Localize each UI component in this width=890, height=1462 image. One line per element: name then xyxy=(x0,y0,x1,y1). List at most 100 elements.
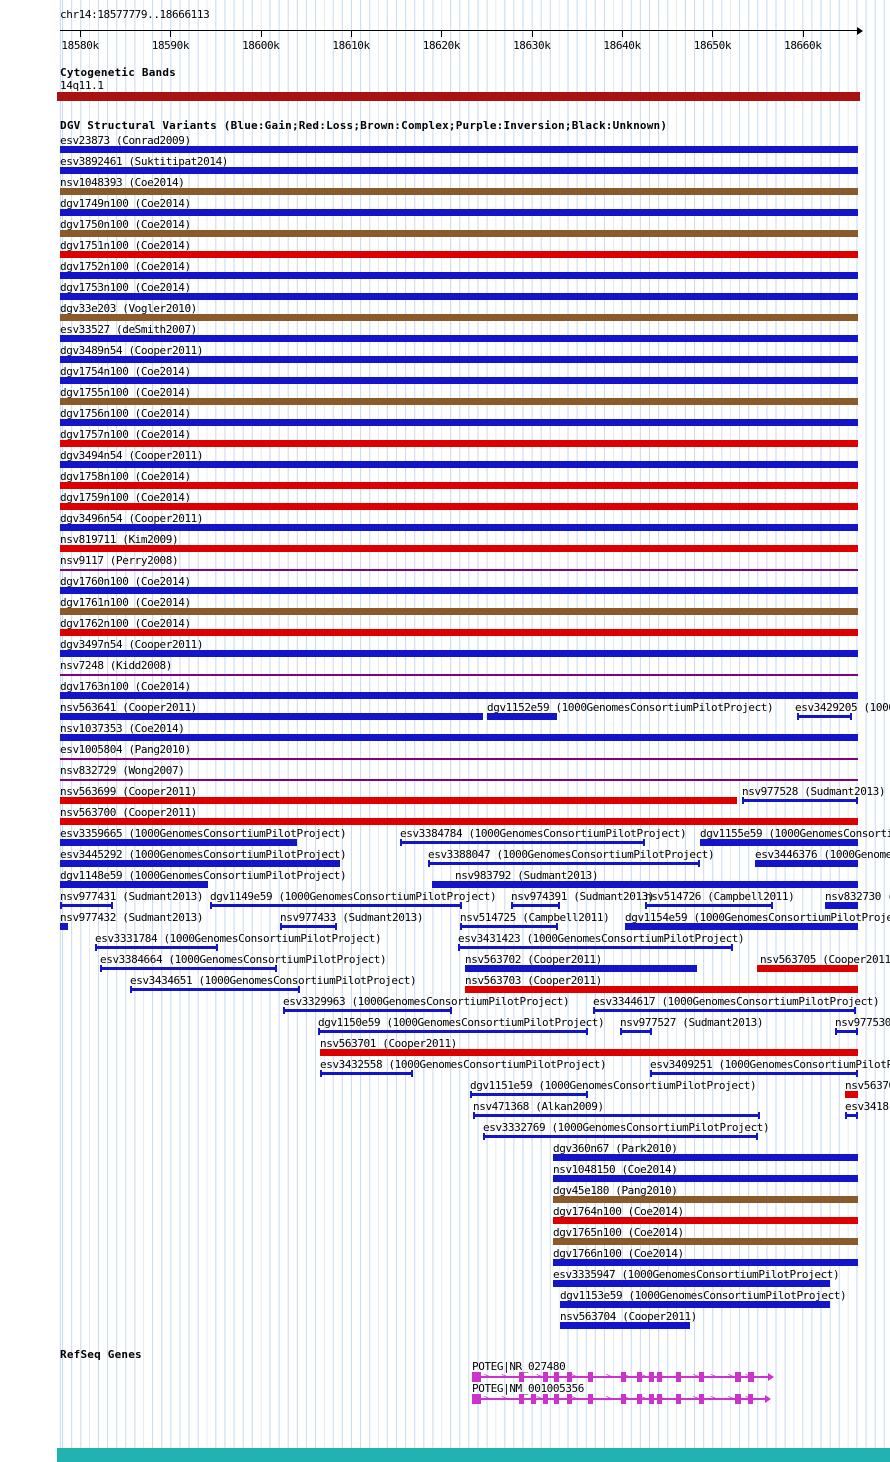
variant-bar[interactable] xyxy=(483,1133,758,1140)
variant-bar[interactable] xyxy=(60,335,858,342)
gene-intron-line[interactable] xyxy=(472,1376,768,1378)
variant-bar[interactable] xyxy=(60,545,858,552)
gene-exon[interactable] xyxy=(657,1394,662,1404)
gene-exon[interactable] xyxy=(748,1394,753,1404)
variant-bar[interactable] xyxy=(553,1217,858,1224)
gene-exon[interactable] xyxy=(649,1372,654,1382)
variant-bar[interactable] xyxy=(757,965,858,972)
variant-bar[interactable] xyxy=(283,1007,452,1014)
variant-bar[interactable] xyxy=(625,923,858,930)
gene-exon[interactable] xyxy=(649,1394,654,1404)
variant-bar[interactable] xyxy=(60,251,858,258)
cytoband-bar[interactable] xyxy=(57,92,860,101)
variant-bar[interactable] xyxy=(60,734,858,741)
variant-bar[interactable] xyxy=(650,1070,858,1077)
variant-bar[interactable] xyxy=(320,1049,858,1056)
variant-bar[interactable] xyxy=(60,881,208,888)
gene-exon[interactable] xyxy=(543,1394,548,1404)
variant-bar[interactable] xyxy=(60,674,858,676)
variant-bar[interactable] xyxy=(487,713,557,720)
variant-bar[interactable] xyxy=(60,692,858,699)
variant-bar[interactable] xyxy=(95,944,218,951)
variant-bar[interactable] xyxy=(60,440,858,447)
gene-intron-line[interactable] xyxy=(472,1398,765,1400)
variant-bar[interactable] xyxy=(280,923,337,930)
variant-bar[interactable] xyxy=(60,209,858,216)
gene-exon[interactable] xyxy=(519,1372,524,1382)
variant-bar[interactable] xyxy=(60,524,858,531)
variant-bar[interactable] xyxy=(465,986,858,993)
variant-bar[interactable] xyxy=(755,860,858,867)
variant-bar[interactable] xyxy=(60,860,340,867)
variant-bar[interactable] xyxy=(797,713,852,720)
gene-exon[interactable] xyxy=(637,1394,642,1404)
gene-exon[interactable] xyxy=(519,1394,524,1404)
gene-exon[interactable] xyxy=(676,1372,681,1382)
variant-bar[interactable] xyxy=(210,902,462,909)
variant-bar[interactable] xyxy=(60,482,858,489)
variant-bar[interactable] xyxy=(400,839,645,846)
gene-exon[interactable] xyxy=(567,1372,572,1382)
variant-bar[interactable] xyxy=(835,1028,858,1035)
variant-bar[interactable] xyxy=(845,1112,858,1119)
variant-bar[interactable] xyxy=(511,902,560,909)
gene-exon[interactable] xyxy=(588,1372,593,1382)
variant-bar[interactable] xyxy=(553,1154,858,1161)
variant-bar[interactable] xyxy=(645,902,773,909)
variant-bar[interactable] xyxy=(553,1175,858,1182)
variant-bar[interactable] xyxy=(465,965,697,972)
variant-bar[interactable] xyxy=(742,797,858,804)
variant-bar[interactable] xyxy=(60,629,858,636)
variant-bar[interactable] xyxy=(60,272,858,279)
variant-bar[interactable] xyxy=(553,1196,858,1203)
variant-bar[interactable] xyxy=(473,1112,760,1119)
variant-bar[interactable] xyxy=(620,1028,652,1035)
variant-bar[interactable] xyxy=(470,1091,588,1098)
variant-bar[interactable] xyxy=(60,650,858,657)
gene-exon[interactable] xyxy=(735,1394,741,1404)
variant-bar[interactable] xyxy=(320,1070,413,1077)
variant-bar[interactable] xyxy=(60,839,297,846)
gene-exon[interactable] xyxy=(543,1372,548,1382)
variant-bar[interactable] xyxy=(60,377,858,384)
variant-bar[interactable] xyxy=(560,1301,830,1308)
variant-bar[interactable] xyxy=(460,923,558,930)
gene-exon[interactable] xyxy=(554,1394,559,1404)
variant-bar[interactable] xyxy=(553,1259,858,1266)
variant-bar[interactable] xyxy=(130,986,300,993)
gene-exon[interactable] xyxy=(588,1394,593,1404)
variant-bar[interactable] xyxy=(60,569,858,571)
gene-exon[interactable] xyxy=(676,1394,681,1404)
gene-exon[interactable] xyxy=(735,1372,741,1382)
variant-bar[interactable] xyxy=(825,902,858,909)
variant-bar[interactable] xyxy=(60,608,858,615)
variant-bar[interactable] xyxy=(593,1007,856,1014)
variant-bar[interactable] xyxy=(553,1280,830,1287)
gene-exon[interactable] xyxy=(621,1372,626,1382)
variant-bar[interactable] xyxy=(845,1091,858,1098)
gene-exon[interactable] xyxy=(531,1394,536,1404)
variant-bar[interactable] xyxy=(60,356,858,363)
variant-bar[interactable] xyxy=(60,398,858,405)
variant-bar[interactable] xyxy=(560,1322,690,1329)
variant-bar[interactable] xyxy=(60,503,858,510)
variant-bar[interactable] xyxy=(432,881,858,888)
gene-exon[interactable] xyxy=(472,1372,481,1382)
variant-bar[interactable] xyxy=(700,839,858,846)
variant-bar[interactable] xyxy=(60,779,858,781)
gene-exon[interactable] xyxy=(657,1372,662,1382)
variant-bar[interactable] xyxy=(60,818,858,825)
variant-bar[interactable] xyxy=(60,167,858,174)
gene-exon[interactable] xyxy=(472,1394,481,1404)
variant-bar[interactable] xyxy=(60,188,858,195)
variant-bar[interactable] xyxy=(318,1028,588,1035)
variant-bar[interactable] xyxy=(60,314,858,321)
gene-exon[interactable] xyxy=(748,1372,754,1382)
gene-exon[interactable] xyxy=(637,1372,642,1382)
variant-bar[interactable] xyxy=(60,230,858,237)
variant-bar[interactable] xyxy=(60,419,858,426)
variant-bar[interactable] xyxy=(428,860,700,867)
variant-bar[interactable] xyxy=(60,923,68,930)
variant-bar[interactable] xyxy=(60,461,858,468)
gene-exon[interactable] xyxy=(554,1372,559,1382)
